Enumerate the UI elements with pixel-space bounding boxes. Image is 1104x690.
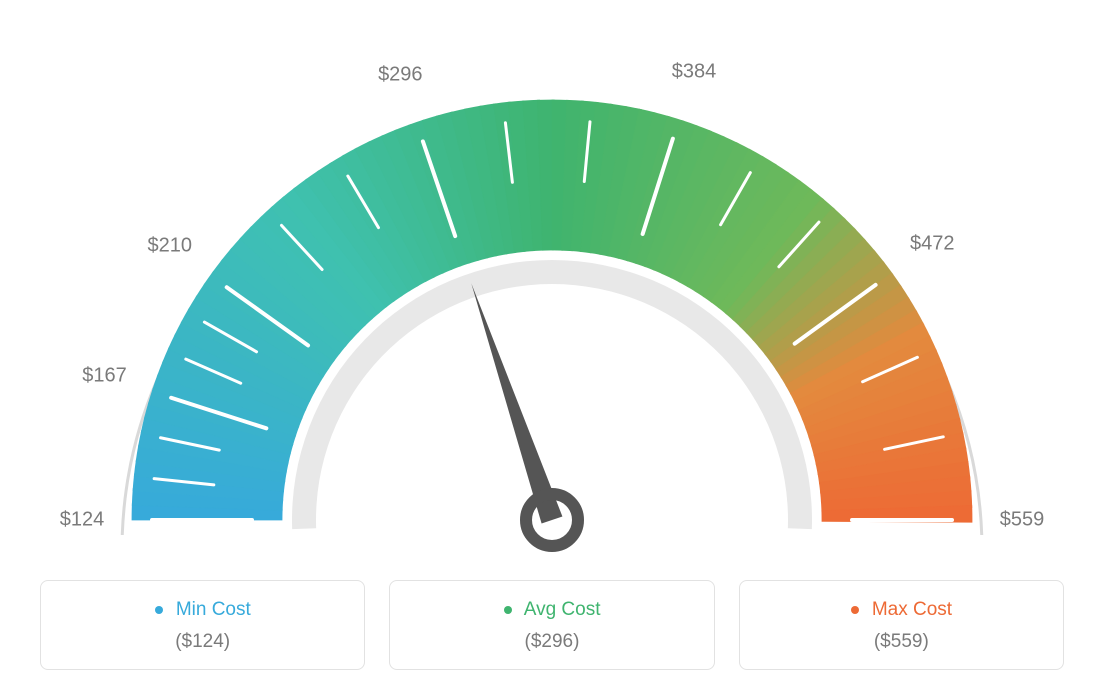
legend-row: Min Cost ($124) Avg Cost ($296) Max Cost… bbox=[40, 580, 1064, 670]
legend-min-label: Min Cost bbox=[176, 599, 251, 620]
gauge-tick-label: $296 bbox=[378, 64, 423, 87]
gauge-tick-label: $384 bbox=[672, 60, 717, 83]
chart-container: $124 $167 $210 $296 $384 $472 $559 Min Cost ($… bbox=[0, 0, 1104, 690]
gauge: $124 $167 $210 $296 $384 $472 $559 bbox=[0, 0, 1104, 560]
legend-min-title: Min Cost bbox=[51, 599, 354, 621]
legend-min-value: ($124) bbox=[51, 631, 354, 653]
legend-avg-title: Avg Cost bbox=[400, 599, 703, 621]
legend-min-dot bbox=[155, 606, 163, 614]
gauge-tick-label: $124 bbox=[60, 509, 105, 532]
legend-max-value: ($559) bbox=[750, 631, 1053, 653]
legend-avg-label: Avg Cost bbox=[524, 599, 601, 620]
legend-avg-card: Avg Cost ($296) bbox=[389, 580, 714, 670]
gauge-tick-label: $559 bbox=[1000, 509, 1045, 532]
gauge-tick-label: $210 bbox=[148, 235, 193, 258]
legend-min-card: Min Cost ($124) bbox=[40, 580, 365, 670]
gauge-tick-label: $167 bbox=[82, 365, 127, 388]
gauge-svg bbox=[0, 0, 1104, 560]
legend-max-card: Max Cost ($559) bbox=[739, 580, 1064, 670]
legend-max-dot bbox=[851, 606, 859, 614]
legend-avg-dot bbox=[504, 606, 512, 614]
legend-avg-value: ($296) bbox=[400, 631, 703, 653]
legend-max-title: Max Cost bbox=[750, 599, 1053, 621]
legend-max-label: Max Cost bbox=[872, 599, 952, 620]
gauge-tick-label: $472 bbox=[910, 232, 955, 255]
